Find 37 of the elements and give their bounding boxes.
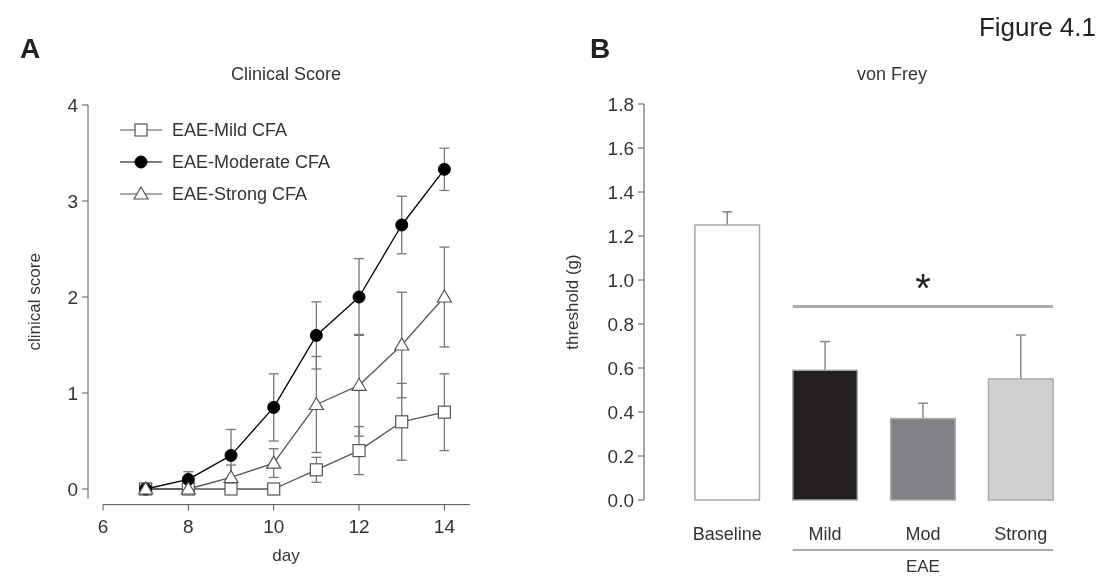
y-tick-label: 0 xyxy=(67,478,78,500)
text: A xyxy=(20,33,41,64)
x-tick-label: Mild xyxy=(808,524,842,544)
y-tick-label: 1.8 xyxy=(607,93,634,115)
y-tick-label: 3 xyxy=(67,190,78,212)
y-tick-label: 4 xyxy=(67,94,79,116)
text: B xyxy=(590,33,611,64)
chart-title: von Frey xyxy=(856,64,928,84)
y-axis-title: clinical score xyxy=(25,253,44,351)
x-tick-label: Baseline xyxy=(692,524,762,544)
y-tick-label: 1.6 xyxy=(607,137,634,159)
y-axis-title: threshold (g) xyxy=(563,254,582,350)
y-tick-label: 0.4 xyxy=(607,401,635,423)
annotation: * xyxy=(915,266,931,311)
x-tick-label: Strong xyxy=(994,524,1048,544)
y-tick-label: 0.8 xyxy=(607,313,634,335)
y-tick-label: 1.0 xyxy=(607,269,634,291)
x-axis-title: day xyxy=(272,545,301,565)
legend-label: EAE-Mild CFA xyxy=(172,120,288,141)
legend-label: EAE-Strong CFA xyxy=(172,184,308,205)
x-tick-label: 6 xyxy=(97,515,109,537)
x-tick-label: 14 xyxy=(433,515,456,537)
x-tick-label: 10 xyxy=(263,515,285,537)
y-tick-label: 1 xyxy=(67,382,78,404)
x-tick-label: 12 xyxy=(348,515,370,537)
text: EAE xyxy=(905,557,940,576)
y-tick-label: 0.2 xyxy=(607,445,634,467)
y-tick-label: 2 xyxy=(67,286,78,308)
x-tick-label: Mod xyxy=(905,524,941,544)
y-tick-label: 1.4 xyxy=(607,181,635,203)
legend-label: EAE-Moderate CFA xyxy=(172,152,331,173)
x-tick-label: 8 xyxy=(183,515,194,537)
y-tick-label: 1.2 xyxy=(607,225,634,247)
y-tick-label: 0.6 xyxy=(607,357,634,379)
caption: Figure 4.1 xyxy=(978,12,1096,42)
chart-title: Clinical Score xyxy=(230,64,342,84)
y-tick-label: 0.0 xyxy=(607,489,634,511)
